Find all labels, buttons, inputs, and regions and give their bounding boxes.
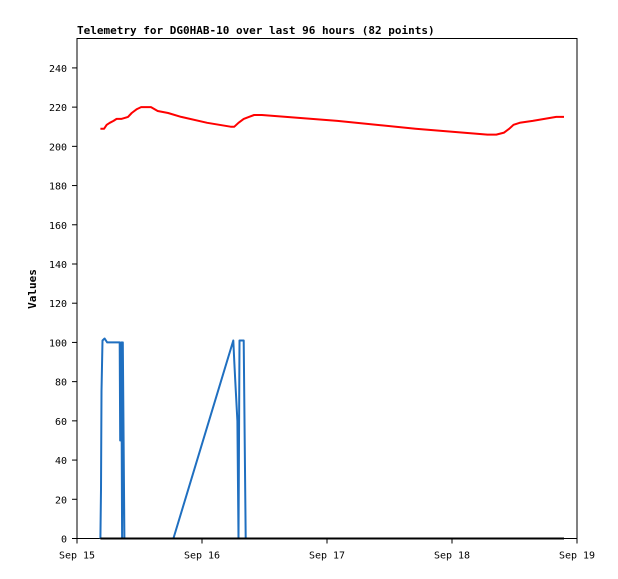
y-axis-label: Values <box>26 269 39 309</box>
y-tick-label: 0 <box>61 535 67 546</box>
y-axis: 0 20 40 60 80 100 120 140 160 180 200 220 240 <box>49 64 77 546</box>
chart-title: Telemetry for DG0HAB-10 over last 96 hou… <box>77 24 435 37</box>
y-tick-label: 20 <box>55 495 67 506</box>
x-tick-label: Sep 16 <box>184 551 220 562</box>
y-tick-label: 180 <box>49 182 67 193</box>
y-tick-label: 100 <box>49 338 67 349</box>
y-tick-label: 120 <box>49 299 67 310</box>
y-tick-label: 80 <box>55 378 67 389</box>
y-tick-label: 40 <box>55 456 67 467</box>
x-tick-label: Sep 17 <box>309 551 345 562</box>
series-line-1 <box>100 106 564 136</box>
x-tick-label: Sep 18 <box>434 551 470 562</box>
x-axis: Sep 15 Sep 16 Sep 17 Sep 18 Sep 19 <box>59 538 595 562</box>
y-tick-label: 200 <box>49 142 67 153</box>
y-tick-label: 160 <box>49 221 67 232</box>
y-tick-label: 60 <box>55 417 67 428</box>
y-tick-label: 140 <box>49 260 67 271</box>
x-tick-label: Sep 19 <box>559 551 595 562</box>
x-tick-label: Sep 15 <box>59 551 95 562</box>
y-tick-label: 220 <box>49 103 67 114</box>
y-tick-label: 240 <box>49 64 67 75</box>
plot-area <box>76 38 578 539</box>
series-line-2 <box>99 337 247 540</box>
series-lines <box>99 106 564 540</box>
